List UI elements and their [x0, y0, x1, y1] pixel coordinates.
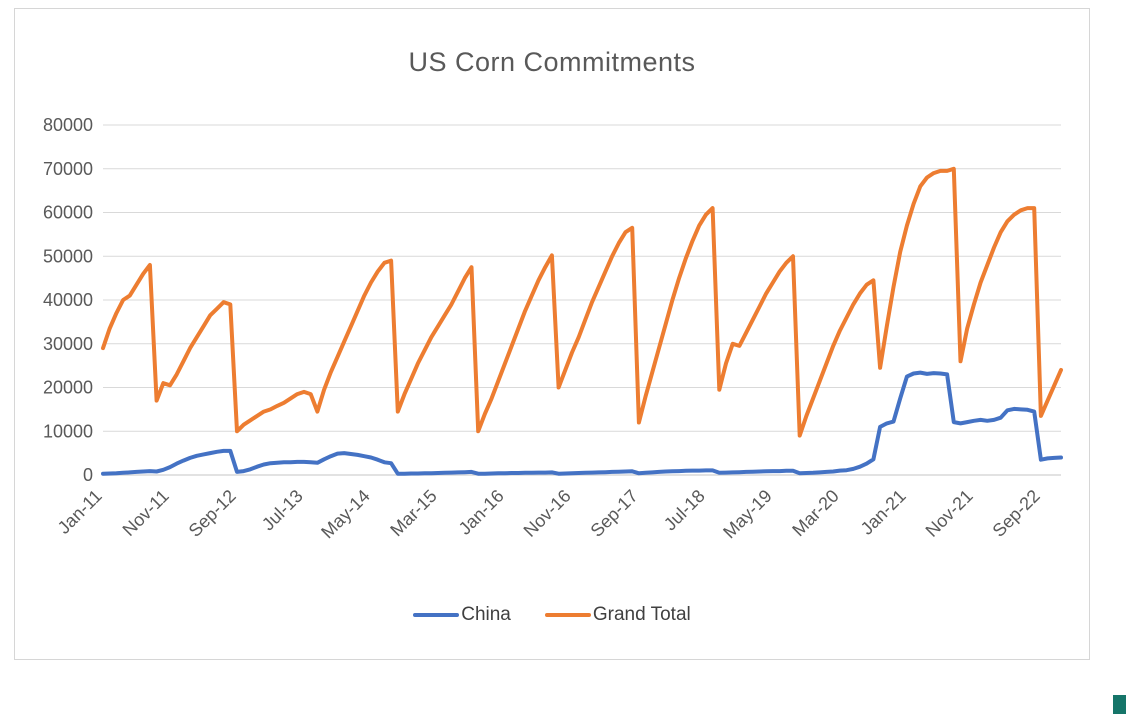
chart-frame: US Corn Commitments 0 10000 20000 30000 4000… [14, 8, 1090, 660]
legend-item-china: China [413, 604, 511, 626]
x-axis-tick-label: Jan-21 [857, 486, 910, 539]
x-axis-tick-label: May-19 [719, 486, 776, 543]
x-axis-tick-label: Jul-13 [258, 486, 307, 535]
x-axis-tick-label: Sep-17 [587, 486, 642, 541]
y-axis-tick-label: 80000 [43, 115, 93, 135]
y-axis-tick-label: 0 [83, 465, 93, 485]
y-axis-tick-label: 60000 [43, 203, 93, 223]
plot-area: 0 10000 20000 30000 40000 50000 60000 70000 8000… [43, 115, 1063, 543]
chart-legend: China Grand Total [15, 604, 1089, 626]
x-axis-tick-label: Nov-11 [119, 486, 173, 540]
x-axis-tick-label: Sep-12 [185, 486, 240, 541]
y-axis-tick-label: 50000 [43, 246, 93, 266]
series-line-grand-total [101, 166, 1063, 438]
x-axis-tick-label: Sep-22 [989, 486, 1044, 541]
y-axis-tick-label: 40000 [43, 290, 93, 310]
y-axis-tick-label: 20000 [43, 378, 93, 398]
x-axis-tick-label: Mar-15 [386, 486, 440, 540]
series-line-china [101, 370, 1063, 476]
x-axis-tick-label: Jan-16 [455, 486, 508, 539]
x-axis-tick-label: May-14 [317, 486, 374, 543]
corner-fragment [1113, 695, 1126, 714]
legend-label-grand-total: Grand Total [592, 604, 691, 625]
x-axis-tick-label: Jan-11 [54, 486, 106, 538]
china-line-swatch [413, 613, 460, 617]
y-axis-tick-label: 70000 [43, 159, 93, 179]
chart-title: US Corn Commitments [408, 47, 696, 77]
y-axis-tick-label: 30000 [43, 334, 93, 354]
y-axis-tick-label: 10000 [43, 421, 93, 441]
x-axis-tick-label: Nov-16 [520, 486, 575, 541]
x-axis-tick-label: Mar-20 [788, 486, 842, 540]
legend-label-china: China [461, 604, 511, 625]
grand-total-line-swatch [544, 613, 591, 617]
legend-item-grand-total: Grand Total [544, 604, 691, 626]
x-axis-tick-label: Nov-21 [922, 486, 977, 541]
x-axis-tick-label: Jul-18 [660, 486, 709, 535]
